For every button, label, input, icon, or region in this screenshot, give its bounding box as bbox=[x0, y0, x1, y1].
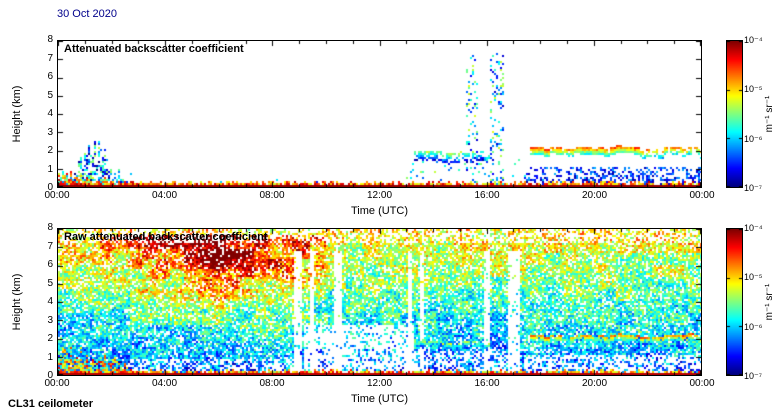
instrument-label: CL31 ceilometer bbox=[8, 398, 93, 410]
y-tick-label: 3 bbox=[47, 126, 53, 138]
colorbar-tick-label: 10⁻⁷ bbox=[744, 183, 763, 193]
y-tick-label: 0 bbox=[47, 370, 53, 381]
x-tick-label: 08:00 bbox=[259, 378, 285, 389]
colorbar-gradient-bottom bbox=[727, 229, 742, 375]
colorbar-tick-label: 10⁻⁵ bbox=[744, 84, 763, 95]
y-tick-label: 5 bbox=[47, 277, 53, 289]
y-tick-label: 3 bbox=[47, 314, 53, 326]
x-tick-label: 00:00 bbox=[689, 190, 715, 201]
colorbar-tick-label: 10⁻⁴ bbox=[744, 223, 763, 233]
y-tick-label: 8 bbox=[47, 222, 53, 233]
y-tick-label: 4 bbox=[47, 296, 53, 307]
x-axis-label-bottom: Time (UTC) bbox=[350, 393, 409, 405]
x-tick-label: 00:00 bbox=[689, 378, 715, 389]
heatmap-raw-attenuated-backscatter bbox=[58, 229, 701, 375]
x-tick-label: 12:00 bbox=[366, 378, 393, 389]
x-tick-label: 20:00 bbox=[581, 378, 608, 389]
y-tick-label: 6 bbox=[47, 71, 53, 82]
plot-area-raw: Raw attenuated backscatter coefficient bbox=[57, 228, 702, 376]
x-tick-label: 12:00 bbox=[366, 190, 393, 201]
y-tick-label: 0 bbox=[47, 182, 53, 193]
x-tick-label: 16:00 bbox=[474, 378, 500, 389]
y-axis-label-top: Height (km) bbox=[11, 85, 23, 143]
panel-title-attenuated: Attenuated backscatter coefficient bbox=[64, 43, 244, 55]
y-tick-label: 6 bbox=[47, 259, 53, 270]
x-tick-label: 16:00 bbox=[474, 190, 500, 201]
x-tick-label: 00:00 bbox=[44, 190, 70, 201]
y-tick-label: 2 bbox=[47, 145, 53, 156]
x-tick-label: 20:00 bbox=[581, 190, 608, 201]
date-label: 30 Oct 2020 bbox=[57, 8, 117, 20]
colorbar-unit-label-top: m⁻¹ sr⁻¹ bbox=[764, 95, 775, 133]
y-tick-label: 7 bbox=[47, 240, 53, 252]
x-tick-label: 04:00 bbox=[151, 378, 178, 389]
colorbar-tick-label: 10⁻⁴ bbox=[744, 35, 763, 45]
plot-area-attenuated: Attenuated backscatter coefficient bbox=[57, 40, 702, 188]
x-axis-label-top: Time (UTC) bbox=[350, 205, 409, 217]
x-tick-label: 00:00 bbox=[44, 378, 70, 389]
y-axis-label-bottom: Height (km) bbox=[11, 273, 23, 331]
y-tick-label: 5 bbox=[47, 89, 53, 101]
y-tick-label: 7 bbox=[47, 52, 53, 64]
colorbar-unit-label-bottom: m⁻¹ sr⁻¹ bbox=[764, 283, 775, 321]
y-tick-label: 8 bbox=[47, 34, 53, 45]
colorbar-tick-label: 10⁻⁵ bbox=[744, 272, 763, 283]
x-tick-label: 04:00 bbox=[151, 190, 178, 201]
colorbar-tick-label: 10⁻⁶ bbox=[744, 321, 763, 332]
y-tick-label: 2 bbox=[47, 333, 53, 344]
colorbar-tick-label: 10⁻⁶ bbox=[744, 133, 763, 144]
y-tick-label: 1 bbox=[47, 163, 53, 175]
colorbar-bottom bbox=[726, 228, 743, 376]
y-tick-label: 1 bbox=[47, 351, 53, 363]
x-tick-label: 08:00 bbox=[259, 190, 285, 201]
panel-title-raw: Raw attenuated backscatter coefficient bbox=[64, 231, 268, 243]
y-tick-label: 4 bbox=[47, 108, 53, 119]
heatmap-attenuated-backscatter bbox=[58, 41, 701, 187]
colorbar-gradient-top bbox=[727, 41, 742, 187]
colorbar-top bbox=[726, 40, 743, 188]
colorbar-tick-label: 10⁻⁷ bbox=[744, 371, 763, 381]
